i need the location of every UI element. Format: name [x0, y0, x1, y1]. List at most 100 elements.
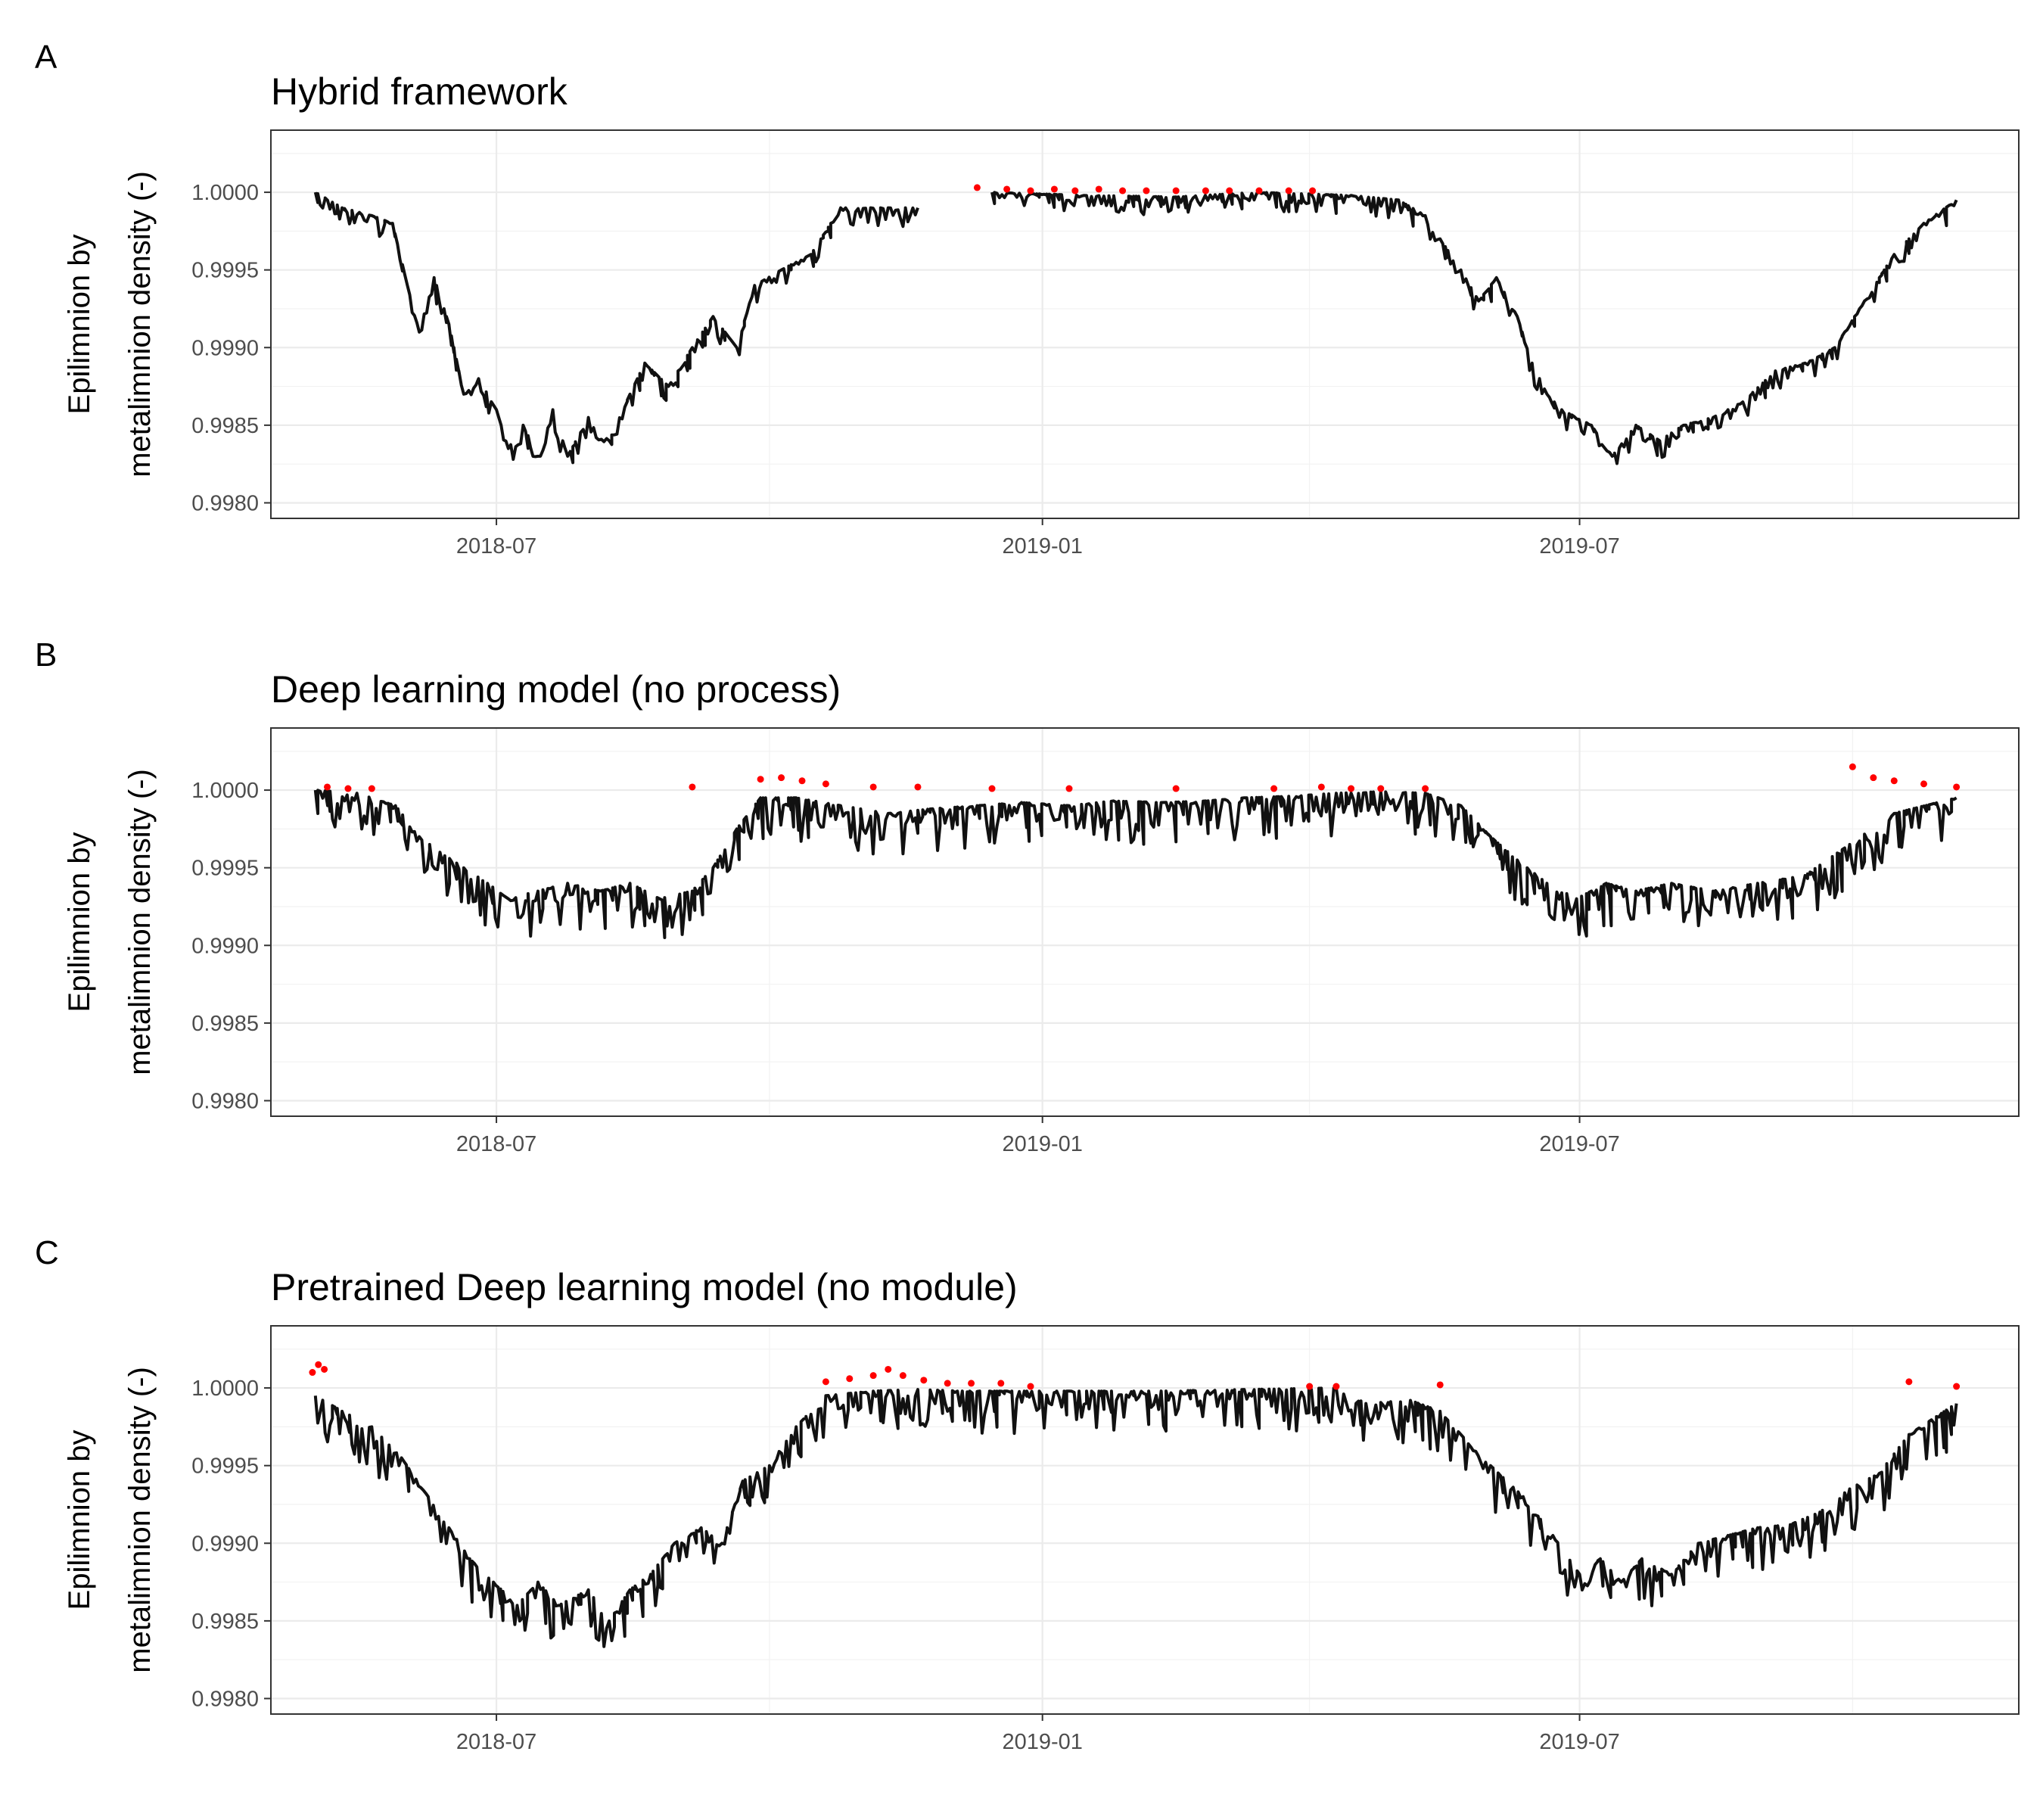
y-tick-label: 0.9995 [191, 1454, 259, 1479]
highlight-point [1890, 777, 1898, 785]
y-axis-title-line-1: Epilimnion by [63, 1430, 96, 1610]
highlight-point [1920, 780, 1927, 788]
highlight-point [1071, 187, 1079, 194]
series-line [313, 789, 1957, 939]
highlight-point [920, 1377, 928, 1384]
highlight-point [309, 1369, 316, 1377]
highlight-point [1422, 785, 1429, 792]
highlight-point [822, 780, 829, 788]
highlight-point [1202, 187, 1209, 194]
x-tick-label: 2019-07 [1539, 1730, 1619, 1754]
highlight-point [368, 785, 375, 792]
highlight-point [973, 184, 981, 191]
highlight-point [324, 783, 331, 791]
highlight-point [1027, 1383, 1034, 1390]
highlight-point [846, 1375, 854, 1383]
plot-frame [270, 1325, 2020, 1715]
highlight-point [798, 777, 806, 785]
x-tick-label: 2018-07 [456, 1730, 536, 1754]
x-tick-label: 2019-01 [1002, 534, 1082, 558]
y-tick-label: 0.9990 [191, 336, 259, 360]
highlight-point [1348, 785, 1355, 792]
highlight-point [822, 1378, 829, 1386]
highlight-point [1306, 1383, 1314, 1390]
highlight-point [1065, 785, 1073, 792]
highlight-point [1050, 185, 1058, 193]
highlight-point [1905, 1378, 1913, 1386]
highlight-point [1172, 785, 1180, 792]
series-group [313, 184, 1958, 465]
chart-panel-c: C Pretrained Deep learning model (no modu… [35, 1234, 2020, 1754]
highlight-point [321, 1365, 328, 1373]
highlight-point [757, 776, 764, 783]
highlight-point [869, 1372, 877, 1380]
highlight-point [1377, 785, 1385, 792]
chart-panel-b: B Deep learning model (no process) Epilimn… [35, 636, 2020, 1156]
highlight-point [1270, 785, 1278, 792]
x-tick-label: 2018-07 [456, 534, 536, 558]
series-group [313, 763, 1961, 939]
highlight-point [968, 1380, 975, 1387]
highlight-point [1003, 185, 1011, 193]
y-tick-label: 0.9995 [191, 259, 259, 283]
highlight-point [899, 1372, 906, 1380]
panel-label: B [35, 636, 57, 674]
plot-frame [270, 727, 2020, 1117]
series-line [313, 191, 1958, 465]
highlight-point [988, 785, 996, 792]
x-tick-label: 2019-01 [1002, 1730, 1082, 1754]
x-tick-label: 2019-07 [1539, 534, 1619, 558]
highlight-point [1143, 187, 1150, 194]
y-tick-label: 0.9980 [191, 1089, 259, 1113]
highlight-point [1226, 187, 1233, 194]
y-tick-label: 0.9990 [191, 934, 259, 958]
highlight-point [1849, 763, 1856, 770]
highlight-point [869, 783, 877, 791]
chart-title: Hybrid framework [271, 70, 568, 113]
highlight-point [1255, 187, 1263, 194]
y-axis-title-line-2: metalimnion density (-) [123, 769, 157, 1075]
highlight-point [997, 1380, 1005, 1387]
highlight-point [1285, 187, 1292, 194]
y-axis-title-line-2: metalimnion density (-) [123, 1367, 157, 1673]
y-axis-title-line-2: metalimnion density (-) [123, 171, 157, 478]
x-tick-label: 2019-07 [1539, 1132, 1619, 1156]
chart-title: Deep learning model (no process) [271, 668, 841, 711]
highlight-point [1309, 187, 1317, 194]
highlight-point [1172, 187, 1180, 194]
y-tick-label: 0.9990 [191, 1532, 259, 1556]
highlight-point [689, 783, 696, 791]
highlight-point [778, 774, 785, 782]
y-tick-label: 0.9995 [191, 857, 259, 881]
highlight-point [1027, 187, 1034, 194]
highlight-point [1332, 1383, 1340, 1390]
y-axis-title-line-1: Epilimnion by [63, 832, 96, 1013]
highlight-point [1870, 774, 1877, 782]
y-tick-label: 0.9985 [191, 1610, 259, 1634]
highlight-point [1953, 783, 1961, 791]
series-group [309, 1361, 1961, 1648]
y-tick-label: 1.0000 [191, 779, 259, 803]
y-tick-label: 0.9985 [191, 1012, 259, 1036]
highlight-point [1119, 187, 1127, 194]
highlight-point [1095, 185, 1102, 193]
y-tick-label: 0.9980 [191, 491, 259, 515]
y-tick-label: 0.9980 [191, 1687, 259, 1711]
highlight-point [944, 1380, 951, 1387]
highlight-point [1953, 1383, 1961, 1390]
plot-frame [270, 129, 2020, 519]
highlight-point [315, 1361, 322, 1368]
highlight-point [344, 785, 352, 792]
panel-label: C [35, 1234, 59, 1271]
y-tick-label: 1.0000 [191, 1377, 259, 1401]
highlight-point [885, 1365, 892, 1373]
highlight-point [1317, 783, 1325, 791]
chart-title: Pretrained Deep learning model (no modul… [271, 1266, 1018, 1308]
highlight-point [1436, 1381, 1444, 1389]
y-tick-label: 0.9985 [191, 414, 259, 438]
y-axis-title-line-1: Epilimnion by [63, 235, 96, 415]
chart-panel-a: A Hybrid framework Epilimnion by metalimnio… [35, 39, 2020, 558]
y-tick-label: 1.0000 [191, 181, 259, 205]
